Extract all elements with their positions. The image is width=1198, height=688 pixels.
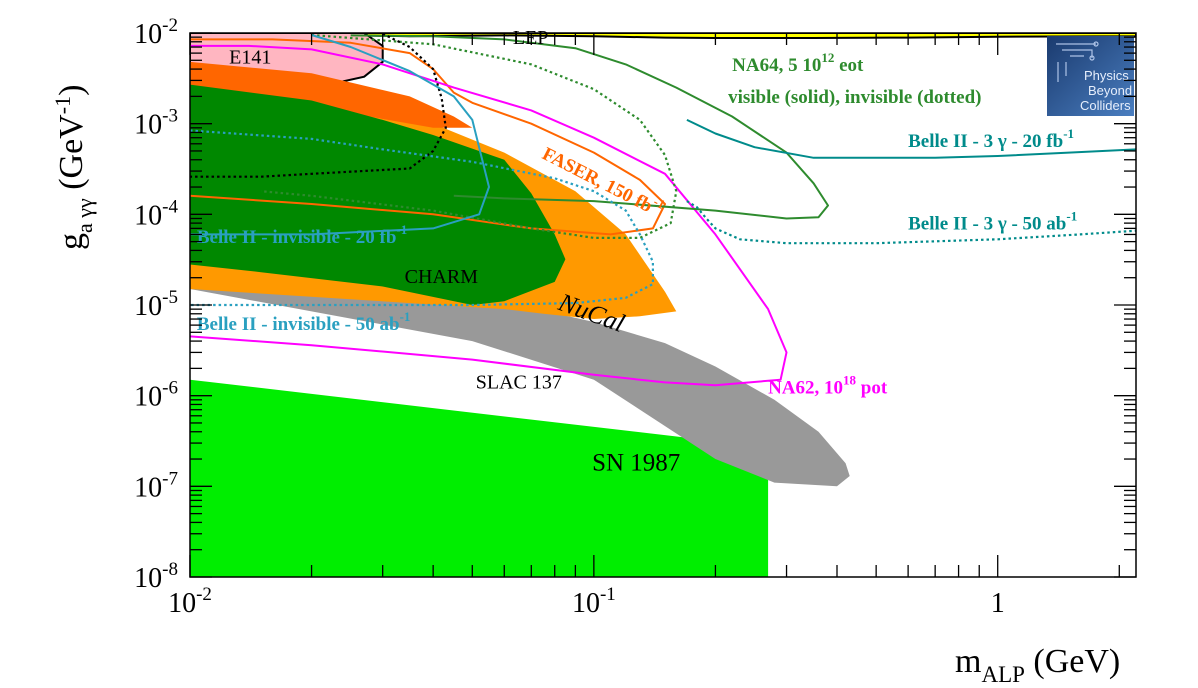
- logo-line-2: Beyond: [1088, 83, 1132, 98]
- y-tick-label: 10-7: [134, 468, 178, 503]
- y-tick-label: 10-4: [134, 196, 178, 231]
- y-tick-label: 10-2: [134, 15, 178, 50]
- x-axis-title: mALP (GeV): [955, 643, 1120, 687]
- curve-e141-dotted: [190, 33, 447, 178]
- y-tick-label: 10-5: [134, 287, 178, 322]
- curve-label-belle-inv-20: Belle II - invisible - 20 fb-1: [197, 222, 407, 248]
- regions-layer: [190, 33, 1136, 577]
- curve-na64-invisible: [261, 33, 678, 239]
- label-slac: SLAC 137: [476, 371, 562, 393]
- curve-na64-visible: [350, 34, 829, 220]
- curve-belle-ii-invisible-50-ab: [190, 129, 655, 307]
- region-charm: [190, 84, 566, 305]
- curve-belle-ii-3-20-fb: [686, 118, 1136, 159]
- label-e141: E141: [229, 47, 271, 69]
- curve-label-belle-3g-20: Belle II - 3 γ - 20 fb-1: [908, 126, 1074, 152]
- curve-label-na64-a: NA64, 5 1012 eot: [732, 50, 864, 76]
- ticks-layer: [189, 32, 1136, 578]
- curve-label-belle-inv-50: Belle II - invisible - 50 ab-1: [197, 309, 411, 335]
- label-sn: SN 1987: [592, 449, 680, 476]
- label-lep: LEP: [513, 27, 549, 49]
- x-tick-label: 10-1: [572, 584, 616, 619]
- y-tick-label: 10-6: [134, 378, 178, 413]
- curve-label-belle-3g-50: Belle II - 3 γ - 50 ab-1: [908, 209, 1077, 235]
- curve-label-na62: NA62, 1018 pot: [768, 373, 888, 399]
- region-orange-band: [190, 61, 473, 128]
- curve-faser-150-fb: [190, 38, 666, 236]
- x-tick-label: 1: [991, 588, 1005, 619]
- x-tick-label: 10-2: [168, 584, 212, 619]
- logo-line-1: Physics: [1084, 68, 1129, 83]
- curve-belle-ii-invisible-20-fb: [190, 34, 490, 236]
- pbc-logo: Physics Beyond Colliders: [1047, 36, 1134, 116]
- y-tick-label: 10-8: [134, 559, 178, 594]
- curve-belle-ii-3-50-ab: [686, 200, 1136, 245]
- logo-line-3: Colliders: [1080, 98, 1131, 113]
- circuit-icon: [1056, 41, 1099, 82]
- region-slac-137: [190, 264, 850, 487]
- curve-label-na64-b: visible (solid), invisible (dotted): [728, 87, 981, 108]
- label-charm: CHARM: [405, 266, 479, 288]
- y-axis-title: ga γγ (GeV-1): [50, 85, 97, 250]
- curves-layer: [190, 33, 1136, 387]
- y-tick-label: 10-3: [134, 106, 178, 141]
- curve-na62-10-pot: [190, 44, 788, 387]
- region-sn-1987: [190, 379, 769, 577]
- tick-labels: 10-2 10-1 1 10-8 10-7 10-6 10-5 10-4 10-3 10-2: [134, 15, 1005, 619]
